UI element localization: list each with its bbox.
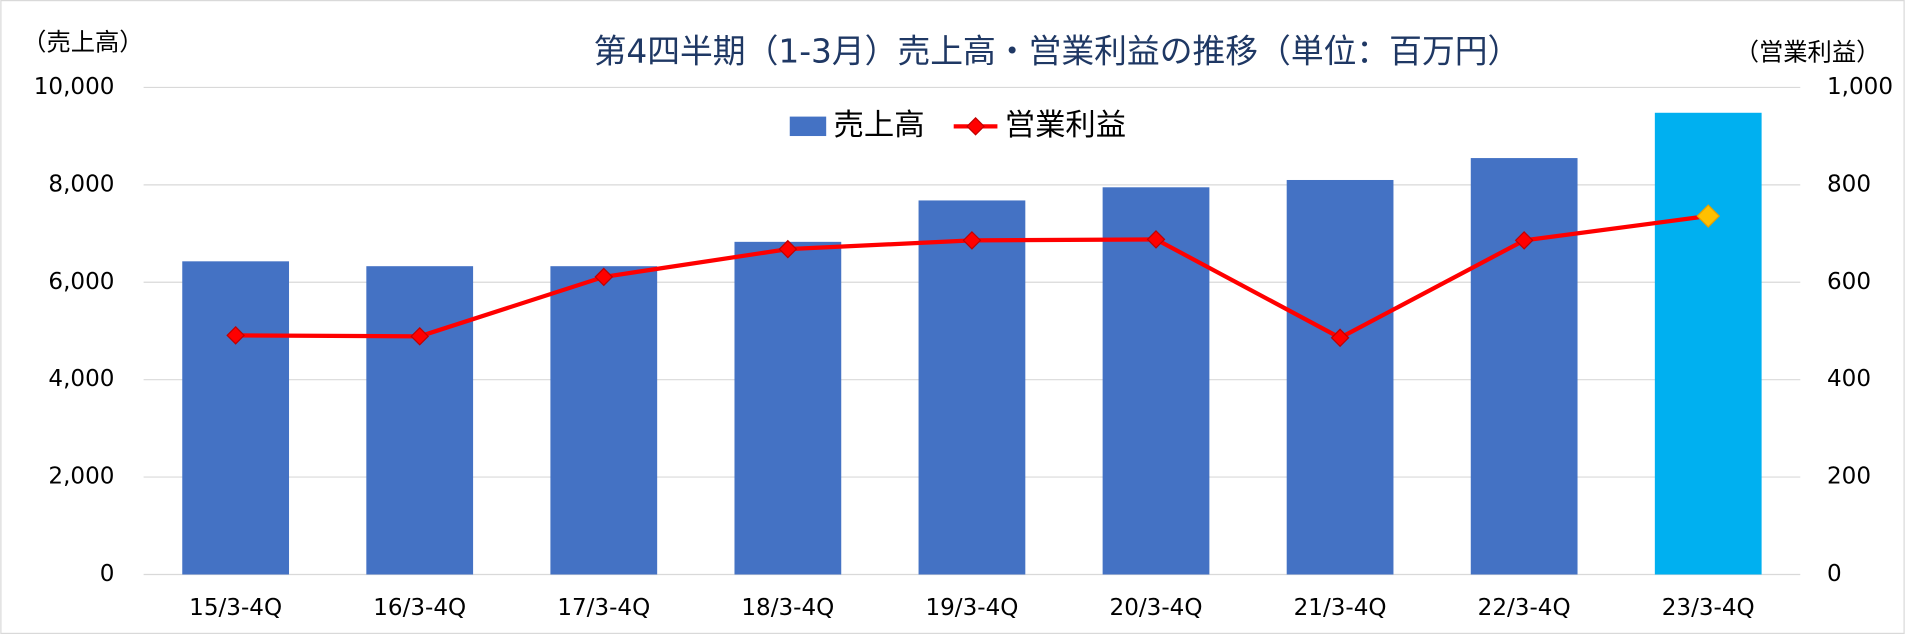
y-tick-label: 8,000	[48, 171, 114, 197]
bar	[550, 266, 658, 575]
x-tick-label: 16/3-4Q	[373, 595, 466, 621]
line-marker	[226, 325, 246, 345]
y-tick-label: 10,000	[34, 74, 115, 100]
bar	[1286, 179, 1394, 575]
line-marker	[1330, 328, 1350, 348]
y-axis-label: （売上高）	[22, 28, 143, 57]
line-marker	[962, 231, 982, 250]
line-marker	[410, 326, 430, 346]
legend-label: 売上高	[833, 108, 924, 143]
y2-tick-label: 200	[1827, 464, 1871, 490]
legend-label: 営業利益	[1005, 108, 1126, 143]
bar	[182, 261, 290, 575]
bar	[366, 266, 474, 575]
line-marker	[1146, 230, 1166, 249]
y2-tick-label: 1,000	[1827, 74, 1893, 100]
chart-title: 第4四半期（1-3月）売上高・営業利益の推移（単位：百万円）	[594, 32, 1521, 70]
x-tick-label: 21/3-4Q	[1294, 595, 1387, 621]
line-marker	[1696, 204, 1721, 228]
y-tick-label: 0	[100, 561, 115, 587]
x-tick-label: 22/3-4Q	[1478, 595, 1571, 621]
line-marker	[778, 239, 798, 259]
line-marker	[1514, 231, 1534, 250]
bar	[1470, 158, 1578, 575]
x-tick-label: 17/3-4Q	[557, 595, 650, 621]
line-marker	[594, 267, 614, 287]
y2-tick-label: 0	[1827, 561, 1842, 587]
y2-tick-label: 800	[1827, 171, 1871, 197]
bar	[1654, 112, 1762, 575]
y2-tick-label: 400	[1827, 366, 1871, 392]
x-tick-label: 19/3-4Q	[925, 595, 1018, 621]
legend-swatch	[789, 116, 827, 137]
y2-tick-label: 600	[1827, 269, 1871, 295]
bar	[734, 241, 842, 575]
y-tick-label: 6,000	[48, 269, 114, 295]
bar	[918, 200, 1026, 575]
x-tick-label: 15/3-4Q	[189, 595, 282, 621]
x-tick-label: 18/3-4Q	[741, 595, 834, 621]
legend-marker	[966, 116, 985, 136]
x-tick-label: 23/3-4Q	[1662, 595, 1755, 621]
y-tick-label: 2,000	[48, 464, 114, 490]
y2-axis-label: （営業利益）	[1735, 37, 1881, 66]
bar	[1102, 187, 1210, 575]
y-tick-label: 4,000	[48, 366, 114, 392]
x-tick-label: 20/3-4Q	[1110, 595, 1203, 621]
